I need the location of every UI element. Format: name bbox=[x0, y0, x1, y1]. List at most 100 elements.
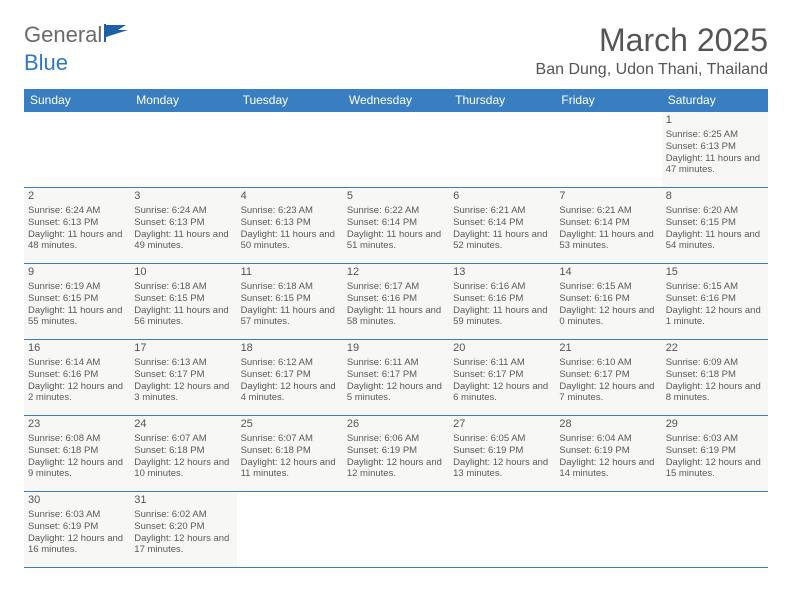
daylight-text: Daylight: 12 hours and 16 minutes. bbox=[28, 533, 126, 557]
sunrise-text: Sunrise: 6:07 AM bbox=[241, 433, 339, 445]
weekday-header: Monday bbox=[130, 89, 236, 112]
sunrise-text: Sunrise: 6:24 AM bbox=[28, 205, 126, 217]
daylight-text: Daylight: 12 hours and 12 minutes. bbox=[347, 457, 445, 481]
daylight-text: Daylight: 11 hours and 57 minutes. bbox=[241, 305, 339, 329]
day-number: 23 bbox=[28, 418, 126, 432]
calendar-day-cell: 14Sunrise: 6:15 AMSunset: 6:16 PMDayligh… bbox=[555, 264, 661, 340]
calendar-day-cell: 3Sunrise: 6:24 AMSunset: 6:13 PMDaylight… bbox=[130, 188, 236, 264]
day-number: 26 bbox=[347, 418, 445, 432]
sunrise-text: Sunrise: 6:05 AM bbox=[453, 433, 551, 445]
sunset-text: Sunset: 6:17 PM bbox=[347, 369, 445, 381]
day-number: 8 bbox=[666, 190, 764, 204]
calendar-day-cell: 9Sunrise: 6:19 AMSunset: 6:15 PMDaylight… bbox=[24, 264, 130, 340]
daylight-text: Daylight: 11 hours and 50 minutes. bbox=[241, 229, 339, 253]
sunrise-text: Sunrise: 6:02 AM bbox=[134, 509, 232, 521]
day-number: 13 bbox=[453, 266, 551, 280]
calendar-header-row: SundayMondayTuesdayWednesdayThursdayFrid… bbox=[24, 89, 768, 112]
day-number: 1 bbox=[666, 114, 764, 128]
sunrise-text: Sunrise: 6:07 AM bbox=[134, 433, 232, 445]
sunrise-text: Sunrise: 6:04 AM bbox=[559, 433, 657, 445]
day-number: 7 bbox=[559, 190, 657, 204]
daylight-text: Daylight: 11 hours and 47 minutes. bbox=[666, 153, 764, 177]
calendar-day-cell: 15Sunrise: 6:15 AMSunset: 6:16 PMDayligh… bbox=[662, 264, 768, 340]
calendar-day-cell: 12Sunrise: 6:17 AMSunset: 6:16 PMDayligh… bbox=[343, 264, 449, 340]
calendar-empty-cell bbox=[555, 112, 661, 188]
weekday-header: Friday bbox=[555, 89, 661, 112]
title-block: March 2025 Ban Dung, Udon Thani, Thailan… bbox=[536, 22, 768, 79]
sunrise-text: Sunrise: 6:03 AM bbox=[28, 509, 126, 521]
calendar-day-cell: 28Sunrise: 6:04 AMSunset: 6:19 PMDayligh… bbox=[555, 416, 661, 492]
logo-text-general: General bbox=[24, 22, 102, 48]
daylight-text: Daylight: 11 hours and 52 minutes. bbox=[453, 229, 551, 253]
sunrise-text: Sunrise: 6:06 AM bbox=[347, 433, 445, 445]
calendar-day-cell: 11Sunrise: 6:18 AMSunset: 6:15 PMDayligh… bbox=[237, 264, 343, 340]
sunset-text: Sunset: 6:14 PM bbox=[559, 217, 657, 229]
header: General March 2025 Ban Dung, Udon Thani,… bbox=[24, 22, 768, 79]
day-number: 3 bbox=[134, 190, 232, 204]
calendar-day-cell: 25Sunrise: 6:07 AMSunset: 6:18 PMDayligh… bbox=[237, 416, 343, 492]
daylight-text: Daylight: 12 hours and 6 minutes. bbox=[453, 381, 551, 405]
month-title: March 2025 bbox=[536, 22, 768, 59]
day-number: 18 bbox=[241, 342, 339, 356]
sunset-text: Sunset: 6:19 PM bbox=[453, 445, 551, 457]
calendar-day-cell: 27Sunrise: 6:05 AMSunset: 6:19 PMDayligh… bbox=[449, 416, 555, 492]
day-number: 22 bbox=[666, 342, 764, 356]
daylight-text: Daylight: 12 hours and 9 minutes. bbox=[28, 457, 126, 481]
calendar-empty-cell bbox=[449, 492, 555, 568]
calendar-day-cell: 13Sunrise: 6:16 AMSunset: 6:16 PMDayligh… bbox=[449, 264, 555, 340]
sunrise-text: Sunrise: 6:18 AM bbox=[134, 281, 232, 293]
day-number: 30 bbox=[28, 494, 126, 508]
logo-text-blue: Blue bbox=[24, 50, 68, 75]
daylight-text: Daylight: 12 hours and 0 minutes. bbox=[559, 305, 657, 329]
calendar-empty-cell bbox=[343, 112, 449, 188]
daylight-text: Daylight: 12 hours and 5 minutes. bbox=[347, 381, 445, 405]
sunset-text: Sunset: 6:16 PM bbox=[453, 293, 551, 305]
daylight-text: Daylight: 11 hours and 54 minutes. bbox=[666, 229, 764, 253]
calendar-day-cell: 17Sunrise: 6:13 AMSunset: 6:17 PMDayligh… bbox=[130, 340, 236, 416]
sunset-text: Sunset: 6:15 PM bbox=[241, 293, 339, 305]
day-number: 11 bbox=[241, 266, 339, 280]
daylight-text: Daylight: 12 hours and 15 minutes. bbox=[666, 457, 764, 481]
sunrise-text: Sunrise: 6:18 AM bbox=[241, 281, 339, 293]
sunrise-text: Sunrise: 6:21 AM bbox=[559, 205, 657, 217]
sunset-text: Sunset: 6:18 PM bbox=[666, 369, 764, 381]
sunset-text: Sunset: 6:17 PM bbox=[453, 369, 551, 381]
sunset-text: Sunset: 6:18 PM bbox=[134, 445, 232, 457]
daylight-text: Daylight: 11 hours and 48 minutes. bbox=[28, 229, 126, 253]
sunset-text: Sunset: 6:15 PM bbox=[134, 293, 232, 305]
sunset-text: Sunset: 6:13 PM bbox=[134, 217, 232, 229]
daylight-text: Daylight: 11 hours and 55 minutes. bbox=[28, 305, 126, 329]
day-number: 5 bbox=[347, 190, 445, 204]
calendar-week-row: 16Sunrise: 6:14 AMSunset: 6:16 PMDayligh… bbox=[24, 340, 768, 416]
sunset-text: Sunset: 6:17 PM bbox=[559, 369, 657, 381]
sunrise-text: Sunrise: 6:09 AM bbox=[666, 357, 764, 369]
calendar-day-cell: 5Sunrise: 6:22 AMSunset: 6:14 PMDaylight… bbox=[343, 188, 449, 264]
calendar-empty-cell bbox=[555, 492, 661, 568]
sunset-text: Sunset: 6:19 PM bbox=[347, 445, 445, 457]
calendar-day-cell: 8Sunrise: 6:20 AMSunset: 6:15 PMDaylight… bbox=[662, 188, 768, 264]
sunrise-text: Sunrise: 6:15 AM bbox=[666, 281, 764, 293]
daylight-text: Daylight: 11 hours and 53 minutes. bbox=[559, 229, 657, 253]
sunset-text: Sunset: 6:16 PM bbox=[28, 369, 126, 381]
sunset-text: Sunset: 6:13 PM bbox=[241, 217, 339, 229]
daylight-text: Daylight: 12 hours and 10 minutes. bbox=[134, 457, 232, 481]
sunset-text: Sunset: 6:18 PM bbox=[28, 445, 126, 457]
sunset-text: Sunset: 6:19 PM bbox=[28, 521, 126, 533]
calendar-body: 1Sunrise: 6:25 AMSunset: 6:13 PMDaylight… bbox=[24, 112, 768, 568]
sunset-text: Sunset: 6:16 PM bbox=[347, 293, 445, 305]
flag-icon bbox=[104, 24, 130, 47]
calendar-day-cell: 20Sunrise: 6:11 AMSunset: 6:17 PMDayligh… bbox=[449, 340, 555, 416]
sunrise-text: Sunrise: 6:12 AM bbox=[241, 357, 339, 369]
calendar-empty-cell bbox=[662, 492, 768, 568]
calendar-week-row: 1Sunrise: 6:25 AMSunset: 6:13 PMDaylight… bbox=[24, 112, 768, 188]
sunset-text: Sunset: 6:14 PM bbox=[347, 217, 445, 229]
calendar-day-cell: 10Sunrise: 6:18 AMSunset: 6:15 PMDayligh… bbox=[130, 264, 236, 340]
sunset-text: Sunset: 6:14 PM bbox=[453, 217, 551, 229]
sunrise-text: Sunrise: 6:16 AM bbox=[453, 281, 551, 293]
daylight-text: Daylight: 12 hours and 2 minutes. bbox=[28, 381, 126, 405]
sunrise-text: Sunrise: 6:03 AM bbox=[666, 433, 764, 445]
calendar-week-row: 9Sunrise: 6:19 AMSunset: 6:15 PMDaylight… bbox=[24, 264, 768, 340]
sunset-text: Sunset: 6:16 PM bbox=[666, 293, 764, 305]
sunrise-text: Sunrise: 6:21 AM bbox=[453, 205, 551, 217]
day-number: 9 bbox=[28, 266, 126, 280]
